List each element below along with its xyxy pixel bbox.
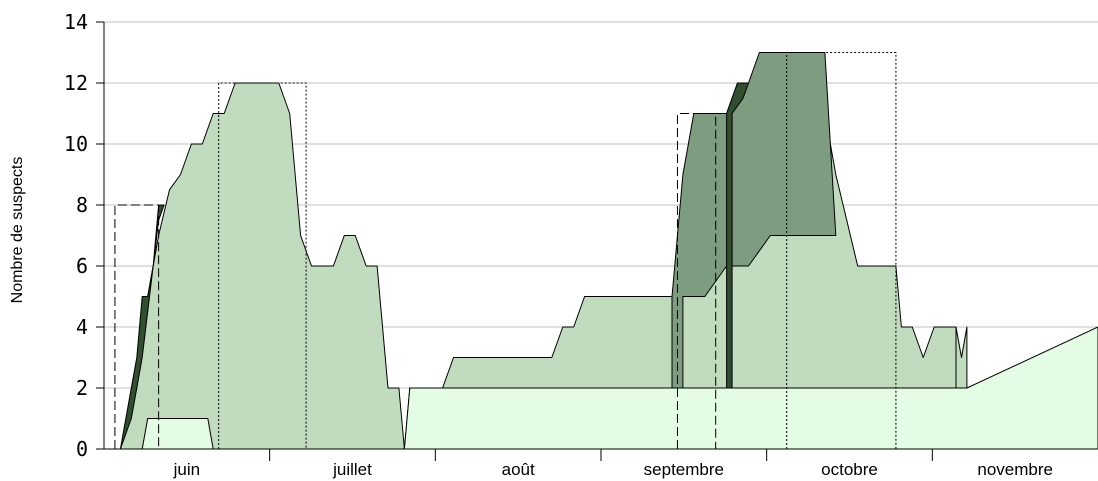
y-tick-label: 6 — [76, 254, 88, 278]
axes — [96, 21, 1098, 461]
area-series — [119, 204, 165, 450]
y-tick-label: 0 — [76, 437, 88, 461]
x-tick-label: août — [502, 460, 535, 479]
boxes — [114, 52, 897, 449]
y-tick-label: 12 — [64, 71, 88, 95]
y-ticks: 0 2 4 6 8 10 12 14 — [64, 10, 88, 461]
x-tick-label: septembre — [644, 460, 724, 479]
range-box — [676, 113, 717, 449]
area-series — [119, 82, 405, 450]
y-tick-label: 4 — [76, 315, 88, 339]
areas — [119, 52, 1098, 450]
y-tick-label: 2 — [76, 376, 88, 400]
x-tick-label: octobre — [821, 460, 878, 479]
x-tick-label: novembre — [977, 460, 1053, 479]
y-tick-label: 14 — [64, 10, 88, 34]
x-tick-label: juin — [173, 460, 200, 479]
range-box — [218, 82, 307, 449]
y-axis-title: Nombre de suspects — [9, 157, 26, 304]
y-tick-label: 8 — [76, 193, 88, 217]
x-ticks: juin juillet août septembre octobre novembre — [173, 460, 1053, 479]
y-tick-label: 10 — [64, 132, 88, 156]
range-box — [114, 204, 160, 449]
x-tick-label: juillet — [332, 460, 372, 479]
